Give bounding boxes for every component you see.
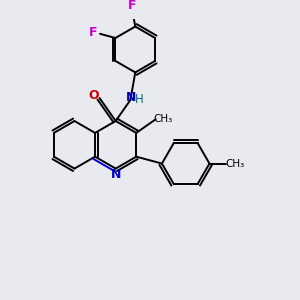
Text: F: F	[89, 26, 98, 40]
Text: N: N	[126, 92, 137, 104]
Text: N: N	[111, 168, 122, 181]
Text: O: O	[88, 89, 99, 102]
Text: CH₃: CH₃	[226, 159, 245, 169]
Text: H: H	[135, 93, 144, 106]
Text: F: F	[128, 0, 137, 12]
Text: CH₃: CH₃	[154, 114, 173, 124]
